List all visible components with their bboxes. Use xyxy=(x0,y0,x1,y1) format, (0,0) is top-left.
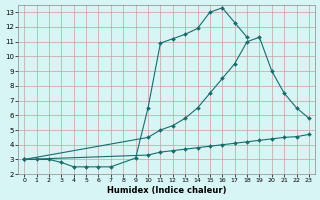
X-axis label: Humidex (Indice chaleur): Humidex (Indice chaleur) xyxy=(107,186,226,195)
